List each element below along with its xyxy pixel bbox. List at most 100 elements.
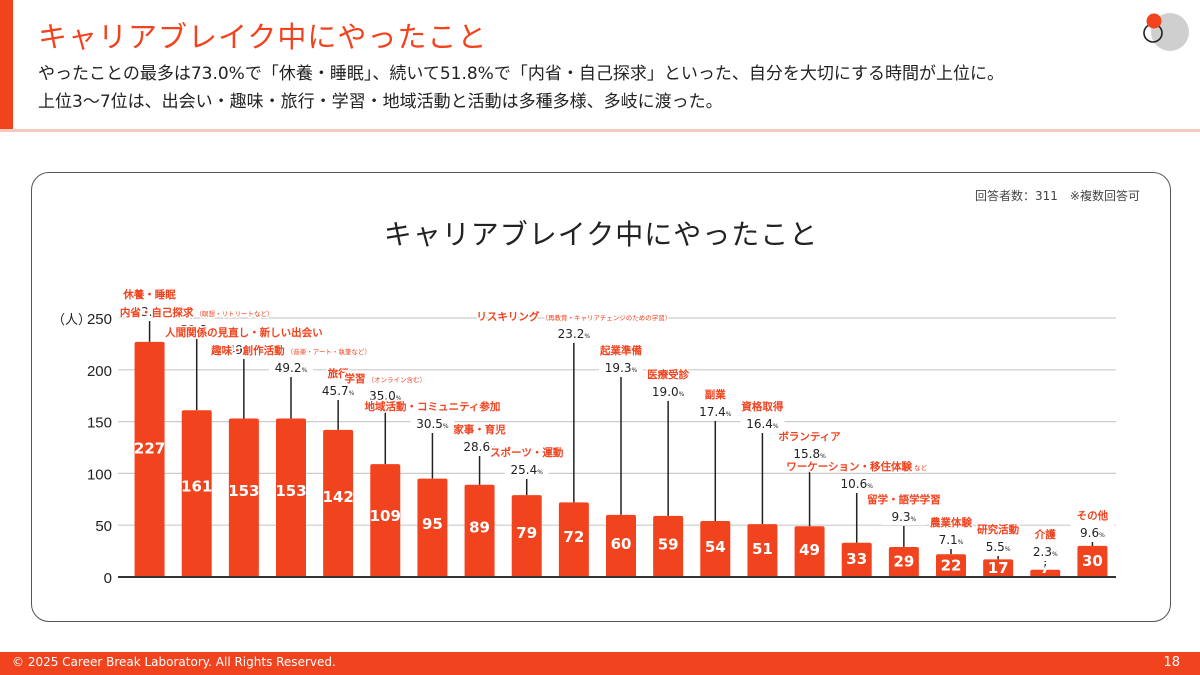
category-label: 研究活動 bbox=[977, 523, 1019, 536]
label-backing bbox=[127, 303, 172, 320]
category-label: 人間関係の見直し・新しい出会い bbox=[165, 326, 323, 339]
bar-value-label: 30 bbox=[1082, 552, 1103, 570]
page-title: キャリアブレイク中にやったこと bbox=[38, 20, 488, 54]
chart-title: キャリアブレイク中にやったこと bbox=[383, 218, 819, 251]
y-tick-label: 150 bbox=[87, 415, 112, 432]
bar bbox=[888, 546, 919, 577]
label-backing bbox=[363, 387, 408, 404]
percent-sign: % bbox=[396, 395, 402, 402]
category-note: など bbox=[912, 464, 928, 472]
label-backing bbox=[551, 325, 596, 342]
percent-sign: % bbox=[349, 390, 355, 397]
percent-sign: % bbox=[632, 367, 638, 374]
bar-value-label: 95 bbox=[422, 515, 443, 533]
y-tick-label: 100 bbox=[87, 466, 112, 483]
bar-value-label: 60 bbox=[611, 535, 632, 553]
percent-label: 9.6% bbox=[1080, 526, 1105, 540]
percent-sign: % bbox=[958, 539, 964, 546]
bar bbox=[370, 464, 401, 577]
bar-value-label: 72 bbox=[563, 528, 584, 546]
page-number: 18 bbox=[1163, 655, 1180, 670]
percent-sign: % bbox=[911, 516, 917, 523]
percent-label: 49.2% bbox=[228, 343, 261, 357]
category-label: 資格取得 bbox=[741, 400, 783, 413]
accent-bar bbox=[0, 0, 13, 131]
category-label: 旅行 bbox=[328, 367, 349, 380]
bar-chart: 050100150200250（人）227休養・睡眠73.0%161内省・自己探… bbox=[52, 287, 1116, 587]
label-backing bbox=[929, 531, 973, 548]
label-backing bbox=[646, 383, 691, 400]
label-backing bbox=[599, 359, 643, 376]
bar bbox=[1030, 569, 1061, 577]
percent-sign: % bbox=[1005, 546, 1011, 553]
category-label: 学習 （オンライン含む） bbox=[344, 372, 426, 385]
bar bbox=[794, 526, 825, 577]
bar-value-label: 161 bbox=[181, 477, 212, 495]
label-backing bbox=[174, 321, 219, 338]
label-backing bbox=[740, 415, 785, 432]
bar-value-label: 54 bbox=[705, 538, 726, 556]
category-label: 家事・育児 bbox=[453, 423, 506, 436]
category-note: （音楽・アート・執筆など） bbox=[285, 347, 371, 356]
percent-label: 16.4% bbox=[746, 417, 779, 431]
label-backing bbox=[504, 461, 549, 478]
percent-label: 15.8% bbox=[793, 447, 826, 461]
category-label: 留学・語学学習 bbox=[867, 493, 941, 506]
header-divider bbox=[0, 129, 1200, 132]
label-backing bbox=[881, 508, 926, 525]
category-label: ボランティア bbox=[778, 430, 841, 443]
label-backing bbox=[976, 538, 1021, 555]
bar bbox=[936, 554, 966, 577]
label-backing bbox=[221, 341, 266, 358]
bar bbox=[983, 559, 1014, 577]
percent-label: 10.6% bbox=[841, 477, 874, 491]
bar-value-label: 109 bbox=[370, 507, 401, 525]
bar-value-label: 51 bbox=[752, 540, 773, 558]
bar bbox=[747, 524, 778, 577]
subtitle-line-2: 上位3〜7位は、出会い・趣味・旅行・学習・地域活動と活動は多種多様、多岐に渡った… bbox=[38, 92, 723, 112]
label-backing bbox=[1070, 524, 1115, 541]
bar bbox=[417, 478, 448, 577]
category-label: 休養・睡眠 bbox=[122, 288, 176, 301]
percent-label: 49.2% bbox=[275, 361, 308, 375]
percent-sign: % bbox=[160, 311, 166, 318]
percent-label: 51.8% bbox=[181, 323, 214, 337]
bar-value-label: 49 bbox=[799, 541, 820, 559]
bar bbox=[323, 429, 354, 577]
category-label: 趣味・創作活動 （音楽・アート・執筆など） bbox=[210, 344, 371, 357]
percent-label: 9.3% bbox=[891, 510, 916, 524]
label-backing bbox=[834, 475, 879, 492]
percent-label: 19.0% bbox=[652, 385, 685, 399]
bar bbox=[653, 515, 684, 577]
bar-value-label: 153 bbox=[275, 482, 306, 500]
bar bbox=[464, 484, 495, 577]
category-label: 起業準備 bbox=[599, 344, 642, 357]
percent-sign: % bbox=[302, 367, 308, 374]
percent-sign: % bbox=[726, 411, 732, 418]
percent-sign: % bbox=[867, 483, 873, 490]
percent-label: 45.7% bbox=[322, 384, 355, 398]
bar bbox=[134, 341, 165, 577]
label-backing bbox=[457, 438, 502, 455]
percent-sign: % bbox=[820, 453, 826, 460]
bar-value-label: 153 bbox=[228, 482, 259, 500]
category-note: （瞑想・リトリートなど） bbox=[193, 309, 273, 318]
category-label: 地域活動・コミュニティ参加 bbox=[364, 400, 500, 413]
bar-value-label: 79 bbox=[516, 524, 537, 542]
percent-sign: % bbox=[584, 333, 590, 340]
bar-value-label: 59 bbox=[658, 535, 679, 553]
label-backing bbox=[316, 382, 361, 399]
category-label: 介護 bbox=[1034, 528, 1057, 541]
percent-label: 25.4% bbox=[511, 463, 544, 477]
bar-value-label: 227 bbox=[134, 440, 165, 458]
bar-value-label: 7 bbox=[1040, 559, 1050, 577]
bar bbox=[228, 418, 259, 577]
percent-label: 5.5% bbox=[986, 540, 1011, 554]
category-note: （オンライン含む） bbox=[365, 375, 426, 384]
category-label: 農業体験 bbox=[930, 516, 972, 529]
label-backing bbox=[787, 445, 832, 462]
percent-sign: % bbox=[1052, 551, 1058, 558]
footer: © 2025 Career Break Laboratory. All Righ… bbox=[0, 652, 1200, 675]
copyright: © 2025 Career Break Laboratory. All Righ… bbox=[12, 655, 336, 669]
percent-label: 73.0% bbox=[133, 305, 166, 319]
